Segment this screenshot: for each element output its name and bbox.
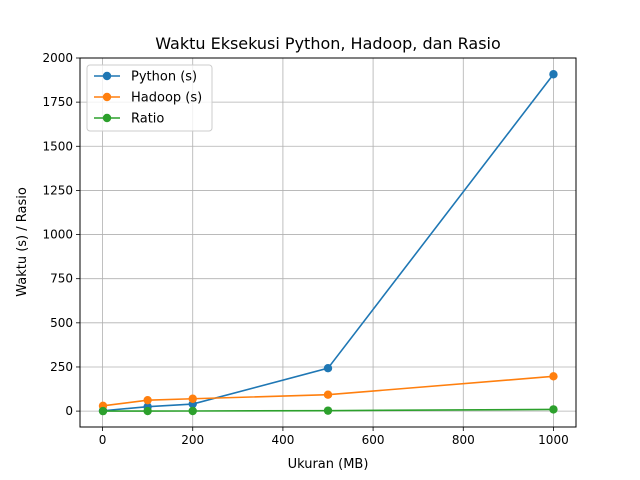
data-point-hadoop-s	[143, 395, 152, 405]
y-tick-label: 1750	[42, 95, 73, 109]
legend-box	[86, 64, 213, 132]
legend-label-python-s: Python (s)	[131, 70, 197, 85]
data-point-ratio	[549, 405, 558, 414]
x-axis-label: Ukuran (MB)	[288, 457, 369, 472]
series-layer	[98, 70, 558, 416]
y-axis-label: Waktu (s) / Rasio	[15, 187, 30, 297]
legend: Python (s) Hadoop (s) Ratio	[86, 64, 213, 132]
y-tick-label: 750	[50, 272, 73, 286]
legend-marker-ratio	[102, 113, 112, 123]
x-tick-label: 1000	[538, 433, 569, 447]
y-tick-label: 0	[65, 404, 73, 418]
legend-label-ratio: Ratio	[131, 112, 164, 127]
data-point-ratio	[323, 406, 333, 415]
x-tick-label: 600	[362, 433, 385, 447]
x-tick-label: 400	[271, 433, 294, 447]
data-point-ratio	[188, 406, 197, 416]
data-point-python-s	[549, 70, 558, 79]
y-tick-label: 500	[50, 316, 73, 330]
y-tick-label: 250	[50, 360, 73, 374]
x-tick-label: 0	[99, 433, 107, 447]
x-tick-label: 200	[181, 433, 204, 447]
axes-frame	[79, 57, 577, 428]
y-tick-label: 1000	[42, 228, 73, 242]
y-tick-label: 2000	[42, 51, 73, 65]
x-tick-label: 800	[452, 433, 475, 447]
data-point-ratio	[143, 406, 152, 416]
data-point-python-s	[323, 364, 333, 373]
legend-marker-hadoop-s	[102, 92, 112, 102]
legend-marker-python-s	[102, 71, 112, 81]
data-point-hadoop-s	[188, 394, 197, 403]
data-point-ratio	[98, 406, 108, 416]
data-point-hadoop-s	[549, 372, 558, 381]
y-tick-label: 1250	[42, 183, 73, 197]
chart-title: Waktu Eksekusi Python, Hadoop, dan Rasio	[155, 34, 501, 53]
y-tick-label: 1500	[42, 139, 73, 153]
legend-label-hadoop-s: Hadoop (s)	[131, 91, 202, 106]
data-point-hadoop-s	[323, 390, 333, 399]
ticks: 0 200 400 600 800 1000 0 250 500 750 1000 1250 1500 1…	[42, 51, 568, 447]
